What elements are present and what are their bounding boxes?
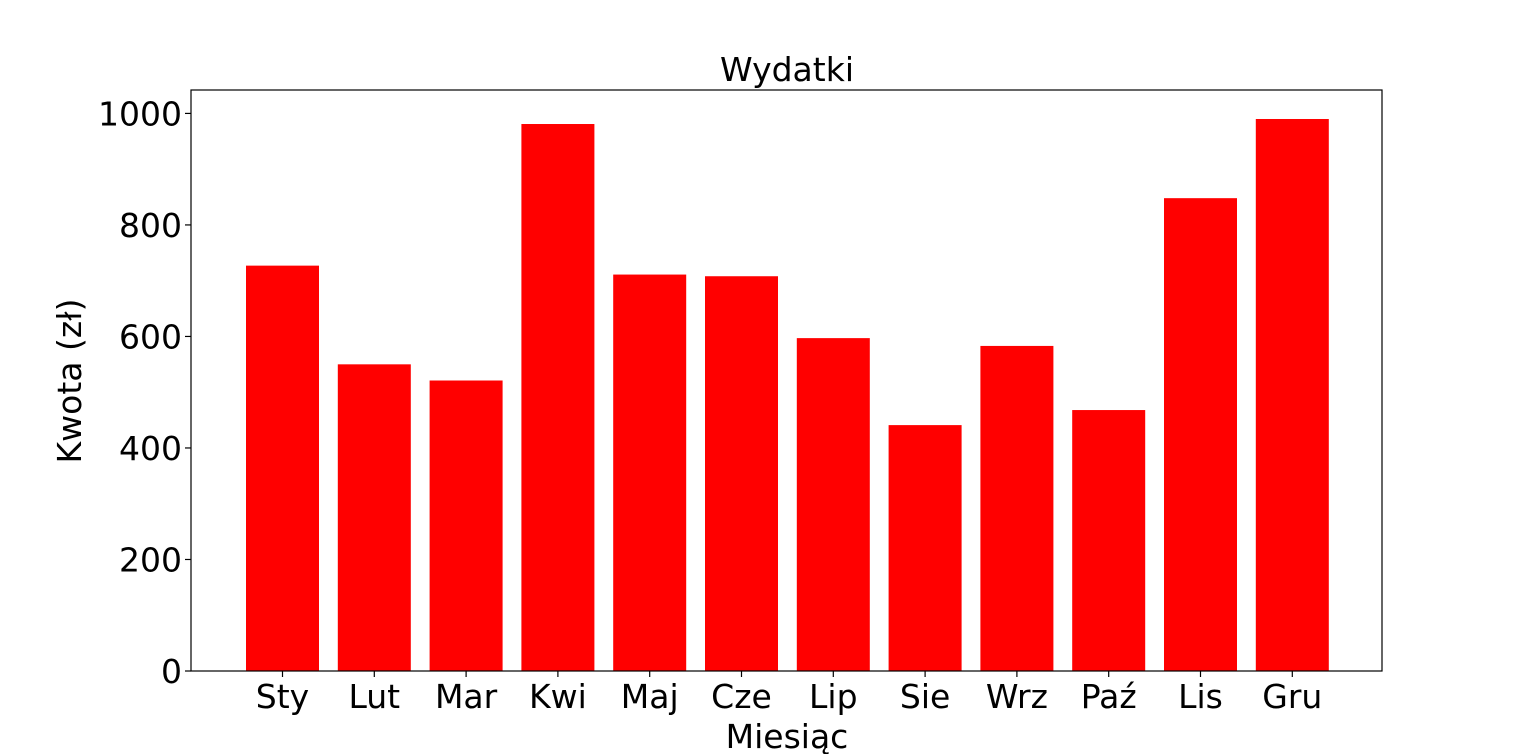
x-tick-label: Paź — [1081, 677, 1137, 716]
x-tick-label: Gru — [1262, 677, 1322, 716]
x-axis-title: Miesiąc — [726, 717, 849, 754]
x-tick-label: Lis — [1178, 677, 1223, 716]
bar-lip — [796, 338, 870, 671]
y-tick-label: 600 — [119, 317, 182, 356]
x-tick-label: Lut — [348, 677, 400, 716]
y-tick-label: 0 — [161, 652, 182, 691]
x-tick-label: Sie — [900, 677, 950, 716]
x-tick-label: Mar — [435, 677, 498, 716]
bars-layer — [246, 118, 1329, 672]
x-tick-label: Sty — [256, 677, 309, 716]
bar-wrz — [980, 345, 1054, 671]
x-tick-label: Kwi — [529, 677, 587, 716]
x-tick-label: Wrz — [986, 677, 1048, 716]
chart-title: Wydatki — [720, 50, 854, 89]
bar-lut — [337, 364, 411, 671]
plot-area-frame — [190, 89, 1383, 672]
bar-lis — [1164, 198, 1237, 671]
y-tick-label: 1000 — [98, 94, 182, 133]
x-tick-label: Maj — [621, 677, 679, 716]
x-tick-label: Cze — [711, 677, 772, 716]
y-tick-label: 400 — [119, 429, 182, 468]
x-axis-ticks: Sty Lut Mar Kwi Maj Cze Lip Sie Wrz Paź Lis Gru — [256, 671, 1322, 716]
bar-maj — [613, 274, 687, 671]
bar-sie — [888, 425, 962, 671]
bar-gru — [1255, 118, 1329, 671]
y-axis-ticks: 0 200 400 600 800 1000 — [98, 94, 191, 691]
y-axis-title: Kwota (zł) — [50, 299, 89, 464]
y-tick-label: 200 — [119, 540, 182, 579]
bar-mar — [429, 380, 503, 671]
bar-kwi — [521, 124, 595, 672]
bar-cze — [705, 276, 778, 671]
bar-paź — [1072, 410, 1146, 671]
bar-sty — [246, 265, 319, 671]
y-tick-label: 800 — [119, 206, 182, 245]
x-tick-label: Lip — [809, 677, 858, 716]
